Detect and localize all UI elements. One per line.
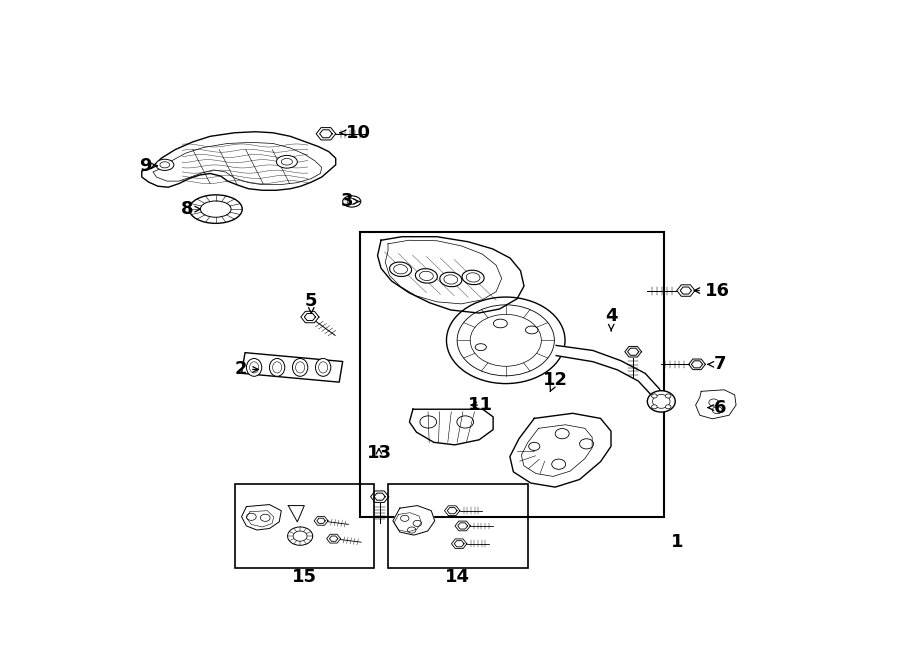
Polygon shape (288, 506, 304, 522)
Circle shape (652, 405, 657, 409)
Circle shape (288, 527, 312, 545)
Ellipse shape (247, 358, 262, 376)
Polygon shape (393, 506, 435, 535)
Ellipse shape (156, 159, 174, 171)
Circle shape (665, 394, 671, 398)
Polygon shape (410, 409, 493, 445)
Text: 16: 16 (694, 282, 730, 299)
Ellipse shape (390, 262, 411, 276)
Ellipse shape (462, 270, 484, 285)
Text: 5: 5 (305, 292, 318, 313)
Text: 14: 14 (446, 568, 471, 586)
Polygon shape (556, 346, 666, 404)
Ellipse shape (316, 358, 331, 376)
Bar (360, 232, 663, 517)
Polygon shape (142, 132, 336, 190)
Circle shape (446, 297, 565, 383)
Text: 3: 3 (341, 192, 359, 210)
Ellipse shape (416, 268, 437, 283)
Ellipse shape (269, 358, 284, 376)
Bar (235, 484, 374, 568)
Text: 1: 1 (671, 533, 684, 551)
Polygon shape (510, 413, 611, 487)
Text: 15: 15 (292, 568, 317, 586)
Text: 10: 10 (340, 124, 371, 141)
Circle shape (652, 394, 657, 398)
Text: 11: 11 (468, 396, 492, 414)
Polygon shape (696, 390, 736, 419)
Polygon shape (378, 237, 524, 313)
Ellipse shape (647, 391, 675, 412)
Circle shape (665, 405, 671, 409)
Text: 13: 13 (366, 444, 392, 463)
Text: 12: 12 (543, 371, 568, 391)
Text: 8: 8 (181, 200, 201, 218)
Ellipse shape (440, 272, 462, 287)
Polygon shape (241, 504, 282, 530)
Text: 2: 2 (235, 360, 258, 379)
Ellipse shape (189, 195, 242, 223)
Polygon shape (241, 352, 343, 382)
Text: 4: 4 (605, 307, 617, 330)
Ellipse shape (276, 155, 297, 168)
Text: 6: 6 (708, 399, 726, 416)
Bar (388, 484, 527, 568)
Ellipse shape (292, 358, 308, 376)
Text: 7: 7 (708, 356, 726, 373)
Ellipse shape (343, 196, 361, 207)
Text: 9: 9 (139, 157, 158, 175)
